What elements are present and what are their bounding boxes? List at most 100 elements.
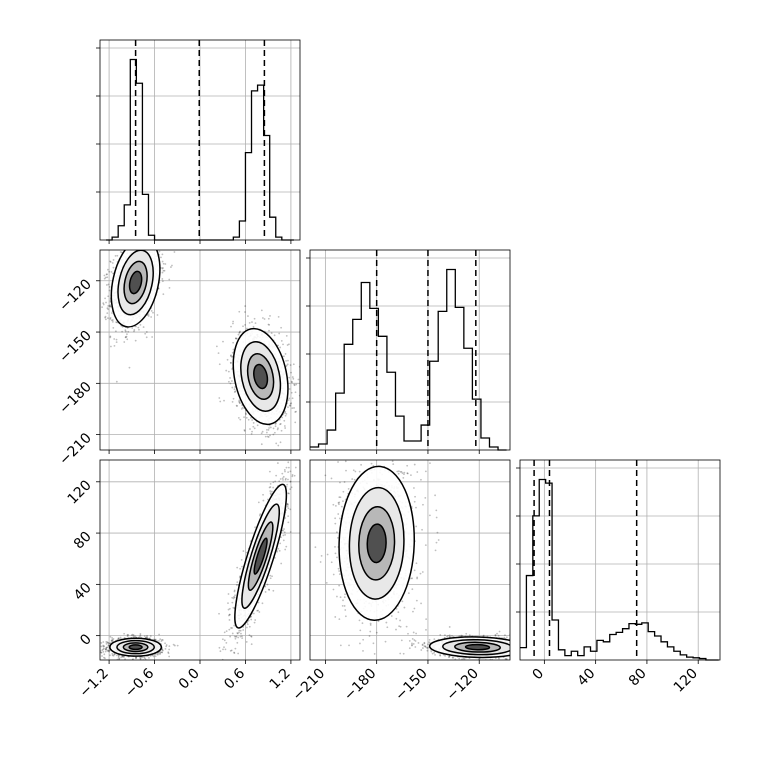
- scatter-point: [118, 638, 120, 640]
- scatter-point: [228, 667, 230, 669]
- scatter-point: [290, 405, 292, 407]
- scatter-point: [153, 247, 155, 249]
- scatter-point: [168, 656, 170, 658]
- scatter-point: [223, 400, 225, 402]
- scatter-point: [120, 637, 122, 639]
- scatter-point: [104, 275, 106, 277]
- scatter-point: [245, 412, 247, 414]
- scatter-point: [150, 635, 152, 637]
- scatter-point: [164, 263, 166, 265]
- scatter-point: [295, 391, 297, 393]
- scatter-point: [244, 305, 246, 307]
- scatter-point: [228, 593, 230, 595]
- scatter-point: [284, 549, 286, 551]
- scatter-point: [144, 245, 146, 247]
- scatter-point: [137, 327, 139, 329]
- scatter-point: [148, 245, 150, 247]
- scatter-point: [269, 471, 271, 473]
- scatter-point: [280, 327, 282, 329]
- panel-background: [310, 250, 510, 450]
- scatter-point: [101, 655, 103, 657]
- scatter-point: [233, 652, 235, 654]
- scatter-point: [170, 266, 172, 268]
- scatter-point: [164, 642, 166, 644]
- scatter-point: [113, 259, 115, 261]
- scatter-point: [277, 462, 279, 464]
- scatter-point: [105, 651, 107, 653]
- scatter-point: [144, 635, 146, 637]
- scatter-point: [278, 316, 280, 318]
- scatter-point: [282, 477, 284, 479]
- scatter-point: [165, 648, 167, 650]
- scatter-point: [288, 455, 290, 457]
- scatter-point: [171, 265, 173, 267]
- scatter-point: [146, 635, 148, 637]
- scatter-point: [242, 325, 244, 327]
- scatter-point: [151, 310, 153, 312]
- scatter-point: [162, 261, 164, 263]
- scatter-point: [133, 247, 135, 249]
- scatter-point: [126, 247, 128, 249]
- scatter-point: [240, 636, 242, 638]
- scatter-point: [262, 431, 264, 433]
- scatter-point: [133, 634, 135, 636]
- scatter-point: [230, 362, 232, 364]
- scatter-point: [247, 315, 249, 317]
- scatter-point: [162, 267, 164, 269]
- scatter-point: [254, 526, 256, 528]
- scatter-point: [139, 247, 141, 249]
- scatter-point: [258, 611, 260, 613]
- scatter-point: [238, 311, 240, 313]
- scatter-point: [161, 278, 163, 280]
- scatter-point: [139, 636, 141, 638]
- scatter-point: [173, 644, 175, 646]
- scatter-point: [101, 646, 103, 648]
- scatter-point: [290, 372, 292, 374]
- scatter-point: [240, 633, 242, 635]
- scatter-point: [162, 293, 164, 295]
- scatter-point: [287, 363, 289, 365]
- scatter-point: [234, 388, 236, 390]
- scatter-point: [141, 248, 143, 250]
- scatter-point: [114, 345, 116, 347]
- scatter-point: [250, 619, 252, 621]
- scatter-point: [254, 619, 256, 621]
- scatter-point: [287, 506, 289, 508]
- scatter-point: [272, 434, 274, 436]
- scatter-point: [135, 340, 137, 342]
- scatter-point: [109, 286, 111, 288]
- scatter-point: [151, 240, 153, 242]
- scatter-point: [265, 591, 267, 593]
- scatter-point: [266, 432, 268, 434]
- scatter-point: [261, 443, 263, 445]
- scatter-point: [111, 271, 113, 273]
- scatter-point: [229, 377, 231, 379]
- scatter-point: [295, 384, 297, 386]
- scatter-point: [127, 331, 129, 333]
- scatter-point: [218, 613, 220, 615]
- scatter-point: [168, 652, 170, 654]
- scatter-point: [225, 642, 227, 644]
- scatter-point: [293, 363, 295, 365]
- scatter-point: [232, 352, 234, 354]
- scatter-point: [282, 343, 284, 345]
- scatter-point: [136, 246, 138, 248]
- scatter-point: [154, 246, 156, 248]
- scatter-point: [225, 370, 227, 372]
- scatter-point: [111, 637, 113, 639]
- panel-1-1: [306, 250, 510, 450]
- scatter-point: [295, 411, 297, 413]
- scatter-point: [231, 387, 233, 389]
- scatter-point: [258, 501, 260, 503]
- scatter-point: [107, 269, 109, 271]
- scatter-point: [271, 491, 273, 493]
- scatter-point: [106, 273, 108, 275]
- scatter-point: [236, 584, 238, 586]
- scatter-point: [116, 255, 118, 257]
- scatter-point: [149, 244, 151, 246]
- scatter-point: [262, 317, 264, 319]
- scatter-point: [137, 247, 139, 249]
- scatter-point: [242, 629, 244, 631]
